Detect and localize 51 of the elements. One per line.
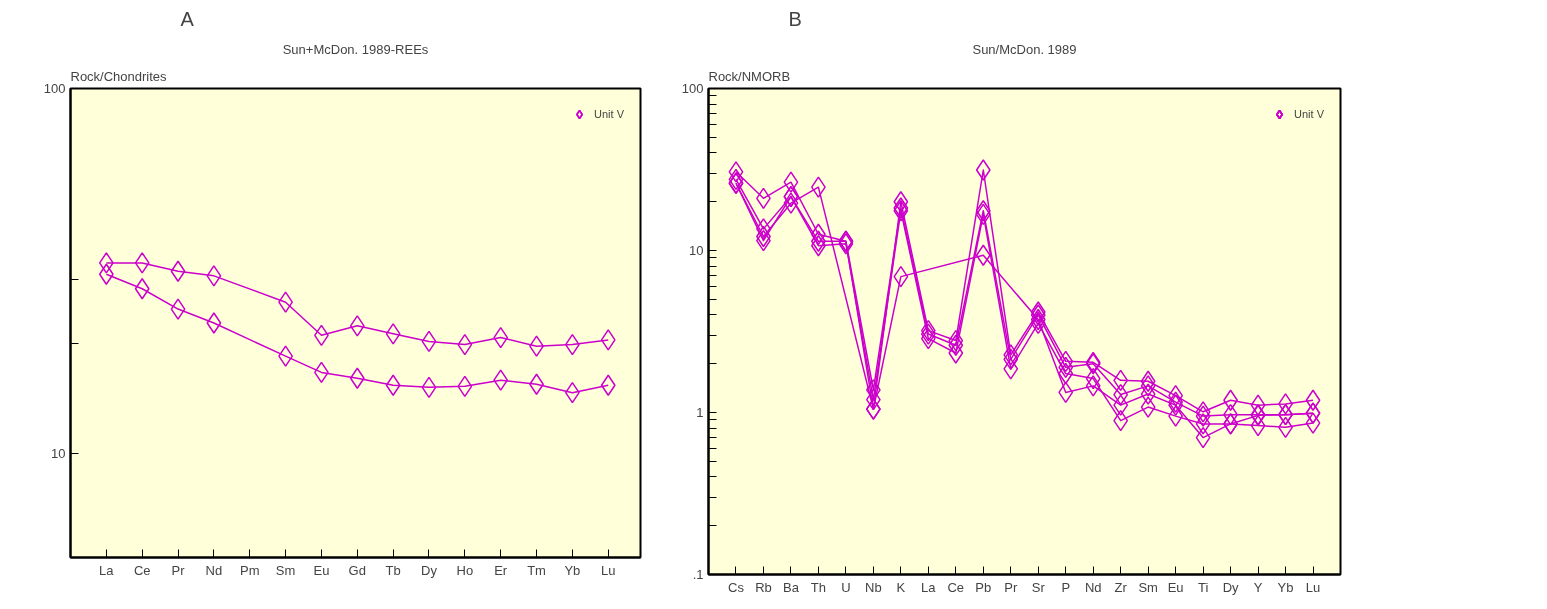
x-tick-label: Y bbox=[1253, 579, 1263, 595]
x-tick-label: Lu bbox=[601, 562, 616, 578]
x-tick-label: K bbox=[896, 579, 906, 595]
x-tick-label: Ho bbox=[456, 562, 474, 578]
x-tick-label: Pr bbox=[171, 562, 186, 578]
x-tick-label: La bbox=[921, 579, 937, 595]
x-tick-label: Er bbox=[494, 562, 508, 578]
x-tick-label: Pb bbox=[975, 579, 992, 595]
y-tick-label: .1 bbox=[692, 567, 704, 582]
chart-subtitle: Sun+McDon. 1989-REEs bbox=[282, 41, 429, 57]
x-tick-label: Dy bbox=[421, 562, 438, 578]
x-tick-label: Tb bbox=[385, 562, 401, 578]
x-tick-label: Cs bbox=[728, 579, 745, 595]
x-tick-label: Lu bbox=[1305, 579, 1321, 595]
x-tick-label: Gd bbox=[348, 562, 366, 578]
x-tick-label: Dy bbox=[1222, 579, 1240, 595]
x-tick-label: Nb bbox=[865, 579, 882, 595]
x-tick-label: Ti bbox=[1197, 579, 1209, 595]
x-tick-label: Ba bbox=[782, 579, 800, 595]
x-tick-label: Sr bbox=[1031, 579, 1046, 595]
chart-subtitle: Sun/McDon. 1989 bbox=[972, 41, 1077, 57]
x-tick-label: Yb bbox=[564, 562, 581, 578]
x-tick-label: Nd bbox=[205, 562, 223, 578]
x-tick-label: Nd bbox=[1084, 579, 1102, 595]
y-tick-label: 10 bbox=[689, 243, 704, 258]
x-tick-label: Pm bbox=[240, 562, 260, 578]
x-tick-label: Th bbox=[810, 579, 826, 595]
chart-title: A bbox=[180, 7, 195, 30]
legend-label: Unit V bbox=[594, 108, 624, 120]
chart-title: B bbox=[788, 7, 802, 30]
x-tick-label: Ce bbox=[133, 562, 151, 578]
x-tick-label: U bbox=[841, 579, 851, 595]
x-tick-label: Tm bbox=[527, 562, 546, 578]
y-tick-label: 100 bbox=[681, 81, 704, 96]
x-tick-label: Pr bbox=[1004, 579, 1018, 595]
x-tick-label: Yb bbox=[1277, 579, 1294, 595]
x-tick-label: La bbox=[99, 562, 115, 578]
y-axis-title: Rock/NMORB bbox=[708, 68, 791, 84]
y-axis-title: Rock/Chondrites bbox=[70, 68, 168, 84]
legend-label: Unit V bbox=[1294, 108, 1324, 120]
y-tick-label: 10 bbox=[51, 446, 66, 462]
y-tick-label: 1 bbox=[696, 405, 704, 420]
x-tick-label: Eu bbox=[1167, 579, 1184, 595]
x-tick-label: P bbox=[1061, 579, 1071, 595]
x-tick-label: Zr bbox=[1114, 579, 1128, 595]
x-tick-label: Ce bbox=[947, 579, 965, 595]
x-tick-label: Eu bbox=[313, 562, 330, 578]
x-tick-label: Sm bbox=[1138, 579, 1158, 595]
x-tick-label: Rb bbox=[755, 579, 772, 595]
x-tick-label: Sm bbox=[275, 562, 296, 578]
y-tick-label: 100 bbox=[43, 81, 66, 96]
